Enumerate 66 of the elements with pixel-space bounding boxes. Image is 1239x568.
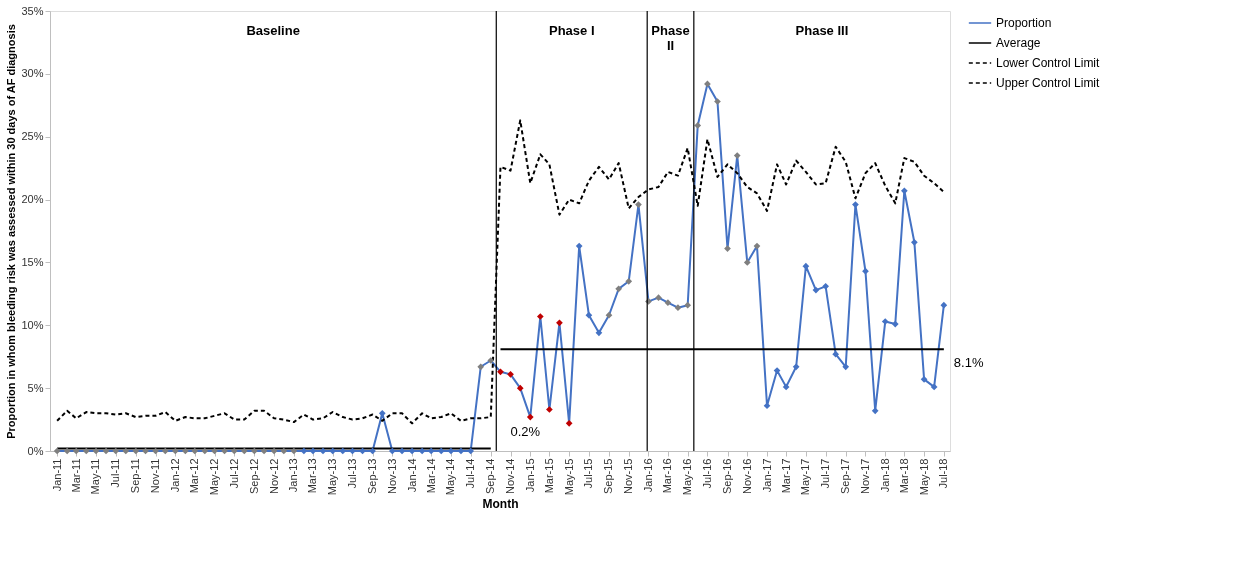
x-tick-label: May-12 — [208, 458, 221, 496]
x-tick-label: Nov-11 — [149, 458, 162, 494]
annotation: 8.1% — [953, 355, 984, 371]
x-tick-label: Jul-12 — [227, 458, 240, 489]
x-tick-label: Nov-14 — [504, 458, 517, 494]
x-tick-label: Jul-14 — [464, 458, 477, 489]
x-tick-label: Sep-12 — [247, 458, 260, 494]
x-tick-label: May-14 — [444, 458, 457, 496]
x-tick-label: Sep-11 — [129, 458, 142, 494]
x-tick-label: Mar-12 — [188, 458, 201, 494]
annotation: Phase III — [795, 23, 849, 38]
x-tick-label: Jul-15 — [582, 458, 595, 489]
x-tick-label: Nov-17 — [858, 458, 871, 494]
x-tick-label: Sep-15 — [602, 458, 615, 494]
x-tick-label: Sep-17 — [839, 458, 852, 494]
annotation: Phase I — [548, 23, 595, 38]
x-tick-label: Sep-14 — [484, 458, 497, 494]
x-tick-label: Nov-15 — [622, 458, 635, 494]
x-tick-label: Jan-18 — [878, 458, 891, 493]
x-tick-label: Mar-11 — [69, 458, 82, 493]
annotation: 0.2% — [510, 424, 541, 440]
legend-label: Proportion — [996, 16, 1052, 30]
y-tick-label: 10% — [21, 318, 44, 331]
annotation: Phase II — [651, 23, 690, 53]
x-tick-label: Sep-16 — [721, 458, 734, 494]
y-axis-title: Proportion in whom bleeding risk was assessed within 30 days of AF diagnosis — [5, 24, 18, 439]
x-tick-label: Nov-12 — [267, 458, 280, 494]
x-tick-label: May-17 — [799, 458, 812, 496]
x-tick-label: Jan-17 — [760, 458, 773, 493]
x-tick-label: Mar-15 — [542, 458, 555, 494]
x-tick-label: Jan-15 — [523, 458, 536, 493]
x-tick-label: Sep-13 — [366, 458, 379, 494]
x-tick-label: May-15 — [562, 458, 575, 496]
y-tick-label: 30% — [21, 67, 44, 80]
y-tick-label: 35% — [21, 4, 44, 17]
legend-label: Upper Control Limit — [996, 76, 1101, 90]
x-tick-label: Jul-18 — [937, 458, 950, 489]
x-tick-label: Nov-16 — [740, 458, 753, 494]
y-tick-label: 0% — [27, 444, 44, 457]
x-tick-label: Jan-16 — [641, 458, 654, 493]
y-tick-label: 5% — [27, 381, 44, 394]
x-tick-label: May-13 — [326, 458, 339, 496]
legend-label: Lower Control Limit — [996, 56, 1101, 70]
x-tick-label: Mar-16 — [661, 458, 674, 494]
y-tick-label: 15% — [21, 255, 44, 268]
x-tick-label: May-18 — [917, 458, 930, 496]
x-tick-label: Jan-14 — [405, 458, 418, 493]
annotation: Baseline — [246, 23, 300, 38]
x-axis-title: Month — [482, 497, 519, 512]
x-tick-label: Jul-11 — [109, 458, 122, 488]
x-tick-label: Jan-11 — [50, 458, 63, 492]
x-tick-label: Mar-14 — [424, 458, 437, 494]
x-tick-label: Jul-13 — [345, 458, 358, 489]
x-tick-label: Nov-13 — [385, 458, 398, 494]
x-tick-label: Mar-13 — [306, 458, 319, 494]
x-tick-label: Jul-16 — [700, 458, 713, 489]
x-tick-label: Mar-18 — [897, 458, 910, 494]
x-tick-label: Jul-17 — [819, 458, 832, 489]
y-tick-label: 25% — [21, 130, 44, 143]
x-tick-label: Mar-17 — [779, 458, 792, 494]
y-tick-label: 20% — [21, 193, 44, 206]
x-tick-label: May-16 — [681, 458, 694, 496]
legend-label: Average — [996, 36, 1041, 50]
x-tick-label: Jan-12 — [168, 458, 181, 493]
x-tick-label: May-11 — [89, 458, 102, 495]
x-tick-label: Jan-13 — [287, 458, 300, 493]
